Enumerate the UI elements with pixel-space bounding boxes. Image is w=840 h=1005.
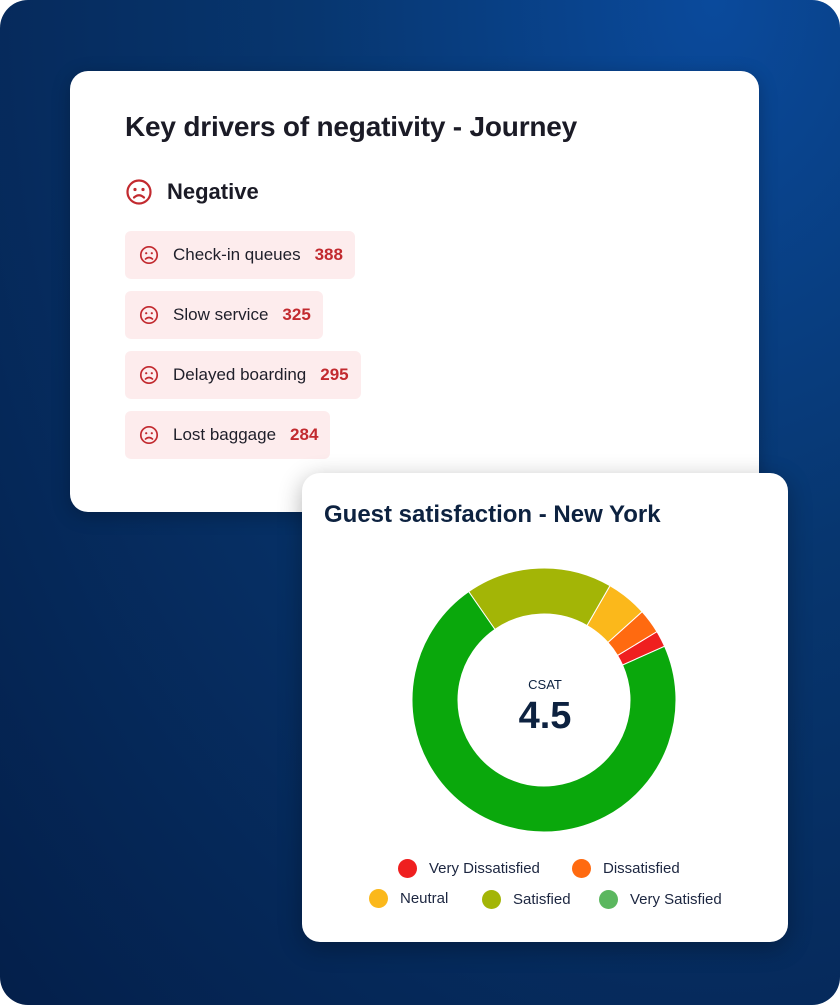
- legend-swatch: [369, 889, 388, 908]
- legend-item[interactable]: Very Satisfied: [599, 890, 722, 909]
- csat-label: CSAT: [528, 677, 562, 692]
- driver-label: Check-in queues: [173, 245, 301, 264]
- legend-swatch: [599, 890, 618, 909]
- legend-item[interactable]: Neutral: [369, 889, 448, 908]
- legend-label: Very Dissatisfied: [429, 860, 540, 877]
- driver-label: Slow service: [173, 305, 269, 324]
- driver-chip[interactable]: Delayed boarding 295: [125, 351, 361, 399]
- sad-face-icon: [139, 245, 159, 265]
- sad-face-icon: [139, 365, 159, 385]
- legend-swatch: [398, 859, 417, 878]
- driver-chip[interactable]: Lost baggage 284: [125, 411, 331, 459]
- legend-label: Satisfied: [513, 891, 571, 908]
- donut-slice-satisfied[interactable]: [467, 567, 611, 631]
- legend-label: Very Satisfied: [630, 891, 722, 908]
- sad-face-icon: [139, 425, 159, 445]
- donut-slice-very-satisfied[interactable]: [411, 590, 677, 833]
- legend-label: Dissatisfied: [603, 860, 680, 877]
- legend-item[interactable]: Dissatisfied: [572, 859, 680, 878]
- driver-count: 388: [314, 245, 343, 264]
- legend-swatch: [482, 890, 501, 909]
- legend-item[interactable]: Very Dissatisfied: [398, 859, 540, 878]
- csat-value: 4.5: [518, 695, 572, 737]
- driver-label: Delayed boarding: [173, 365, 307, 384]
- key-drivers-card: Key drivers of negativity - Journey Nega…: [70, 71, 759, 512]
- sad-face-icon: [139, 305, 159, 325]
- csat-donut-chart: [411, 567, 677, 833]
- driver-chip[interactable]: Check-in queues 388: [125, 231, 355, 279]
- driver-chip[interactable]: Slow service 325: [125, 291, 323, 339]
- driver-count: 325: [282, 305, 311, 324]
- driver-list: Check-in queues 388 Slow service 325 Delayed…: [125, 231, 361, 471]
- guest-satisfaction-card: Guest satisfaction - New York CSAT 4.5 V…: [302, 473, 788, 942]
- card-title: Guest satisfaction - New York: [324, 501, 661, 528]
- legend-label: Neutral: [400, 890, 449, 907]
- sad-face-icon: [126, 179, 152, 205]
- legend-swatch: [572, 859, 591, 878]
- legend-item[interactable]: Satisfied: [482, 890, 571, 909]
- driver-count: 284: [290, 425, 319, 444]
- negative-label: Negative: [167, 179, 259, 204]
- negative-section-header: Negative: [125, 177, 259, 207]
- driver-label: Lost baggage: [173, 425, 277, 444]
- card-title: Key drivers of negativity - Journey: [125, 111, 578, 142]
- driver-count: 295: [320, 365, 349, 384]
